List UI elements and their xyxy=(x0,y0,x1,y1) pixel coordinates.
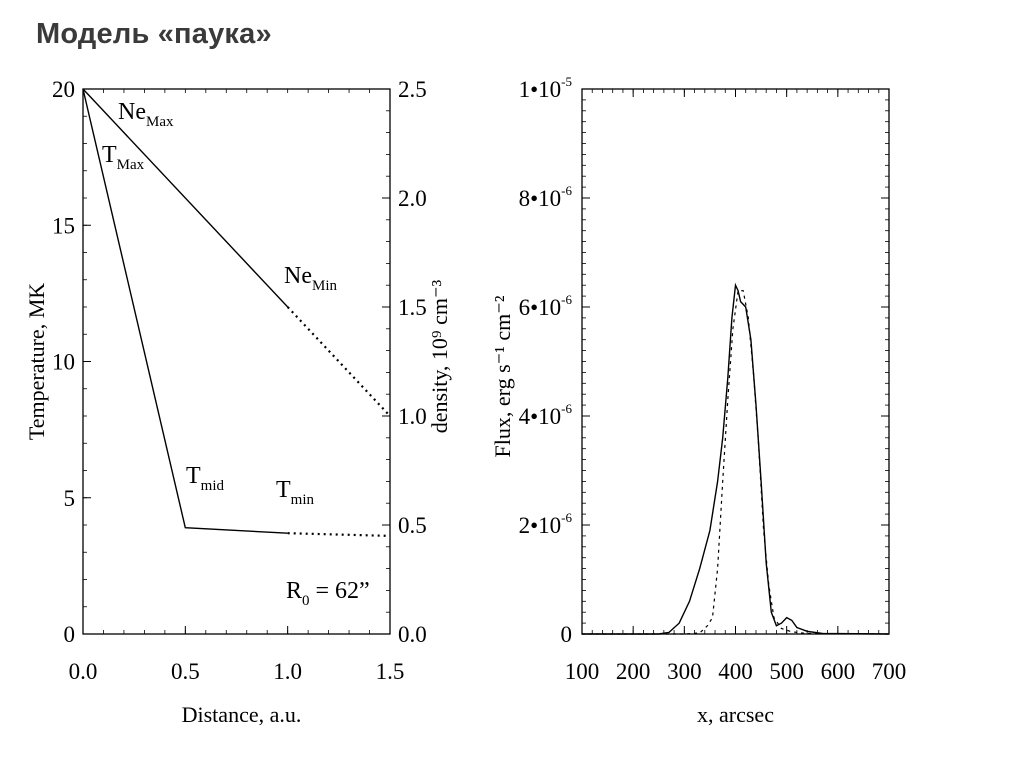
y2-tick-label: 0.0 xyxy=(398,622,427,647)
y-tick-label: 0 xyxy=(561,622,573,647)
model-flux-line xyxy=(582,290,890,635)
series-line-3 xyxy=(287,532,391,537)
series-line-1 xyxy=(286,306,391,417)
y2-tick-label: 2.0 xyxy=(398,186,427,211)
y-tick-label: 2•10-6 xyxy=(519,510,573,538)
x-tick-label: 100 xyxy=(565,659,600,684)
y-tick-label: 0 xyxy=(64,622,76,647)
y-tick-label: 15 xyxy=(52,213,75,238)
y2-axis-label: density, 10⁹ cm⁻³ xyxy=(427,279,452,433)
label-t-mid: Tmid xyxy=(186,463,225,494)
slide-title: Модель «паука» xyxy=(36,18,272,50)
series-line-2 xyxy=(82,88,288,534)
label-ne-max: NeMax xyxy=(118,99,174,130)
label-r0: R0 = 62” xyxy=(286,578,370,609)
x-tick-label: 600 xyxy=(821,659,856,684)
x-tick-label: 400 xyxy=(718,659,753,684)
x-tick-label: 0.5 xyxy=(171,659,200,684)
x-tick-label: 1.0 xyxy=(273,659,302,684)
x-axis-label: x, arcsec xyxy=(697,702,774,727)
x-tick-label: 1.5 xyxy=(376,659,405,684)
y-tick-label: 10 xyxy=(52,350,75,375)
y-tick-label: 6•10-6 xyxy=(519,292,573,320)
y2-tick-label: 2.5 xyxy=(398,77,427,102)
y-tick-label: 8•10-6 xyxy=(519,183,573,211)
label-t-max: TMax xyxy=(102,142,145,173)
x-tick-label: 200 xyxy=(616,659,651,684)
y2-tick-label: 1.0 xyxy=(398,404,427,429)
y2-tick-label: 1.5 xyxy=(398,295,427,320)
x-tick-label: 0.0 xyxy=(69,659,98,684)
x-tick-label: 700 xyxy=(872,659,907,684)
label-t-min: Tmin xyxy=(276,477,315,508)
y-tick-label: 20 xyxy=(52,77,75,102)
x-tick-label: 300 xyxy=(667,659,702,684)
y-tick-label: 5 xyxy=(64,486,76,511)
y-tick-label: 4•10-6 xyxy=(519,401,573,429)
y2-tick-label: 0.5 xyxy=(398,513,427,538)
y-axis-label: Flux, erg s⁻¹ cm⁻² xyxy=(490,295,515,457)
x-tick-label: 500 xyxy=(769,659,804,684)
label-ne-min: NeMin xyxy=(284,263,337,294)
plot-frame xyxy=(581,88,890,635)
series-line-0 xyxy=(82,88,289,308)
x-axis-label: Distance, a.u. xyxy=(182,702,302,727)
y-tick-label: 1•10-5 xyxy=(519,74,572,102)
observed-flux-line xyxy=(582,282,890,635)
y-axis-label: Temperature, MK xyxy=(24,283,49,440)
